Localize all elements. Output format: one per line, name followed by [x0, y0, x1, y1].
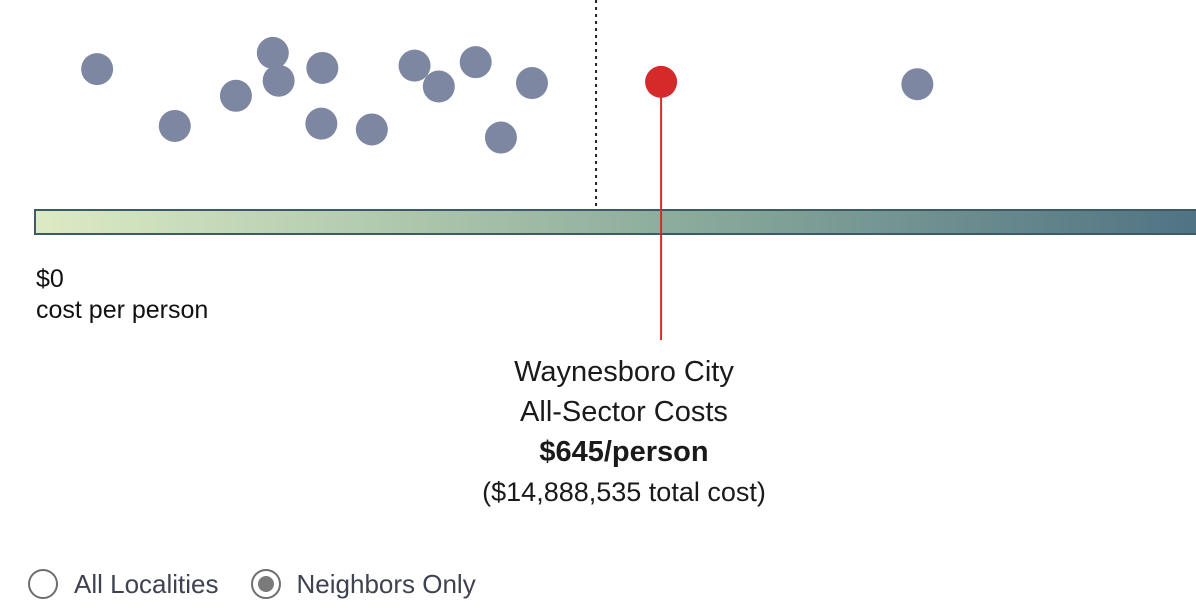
- locality-filter: All Localities Neighbors Only: [28, 566, 508, 602]
- radio-label-all-localities: All Localities: [74, 568, 219, 599]
- locality-point[interactable]: [515, 67, 548, 100]
- locality-point[interactable]: [305, 107, 338, 140]
- locality-point[interactable]: [158, 109, 191, 142]
- radio-label-neighbors-only: Neighbors Only: [296, 568, 476, 599]
- locality-point[interactable]: [484, 121, 517, 154]
- locality-point[interactable]: [355, 113, 388, 146]
- callout-total: ($14,888,535 total cost): [482, 477, 766, 507]
- callout-sector: All-Sector Costs: [520, 396, 728, 428]
- locality-point[interactable]: [81, 53, 114, 86]
- radio-circle-neighbors-only[interactable]: [250, 569, 281, 599]
- color-scale-bar: [34, 209, 1196, 235]
- cost-distribution-chart: [34, 0, 1196, 235]
- locality-point[interactable]: [306, 51, 339, 84]
- callout-locality: Waynesboro City: [514, 356, 734, 388]
- locality-point[interactable]: [459, 46, 492, 79]
- radio-neighbors-only[interactable]: Neighbors Only: [250, 568, 476, 600]
- locality-point[interactable]: [901, 68, 934, 101]
- locality-point[interactable]: [398, 49, 431, 82]
- radio-circle-all-localities[interactable]: [28, 569, 58, 599]
- radio-all-localities[interactable]: All Localities: [28, 569, 219, 600]
- callout-per-person: $645/person: [539, 436, 709, 468]
- axis-unit-label: cost per person: [36, 296, 209, 324]
- locality-point[interactable]: [422, 70, 455, 103]
- locality-point[interactable]: [219, 79, 252, 112]
- locality-point[interactable]: [262, 64, 295, 97]
- locality-point[interactable]: [256, 36, 289, 69]
- highlight-callout: Waynesboro City All-Sector Costs $645/pe…: [424, 352, 824, 512]
- axis-min-label: $0: [36, 265, 64, 293]
